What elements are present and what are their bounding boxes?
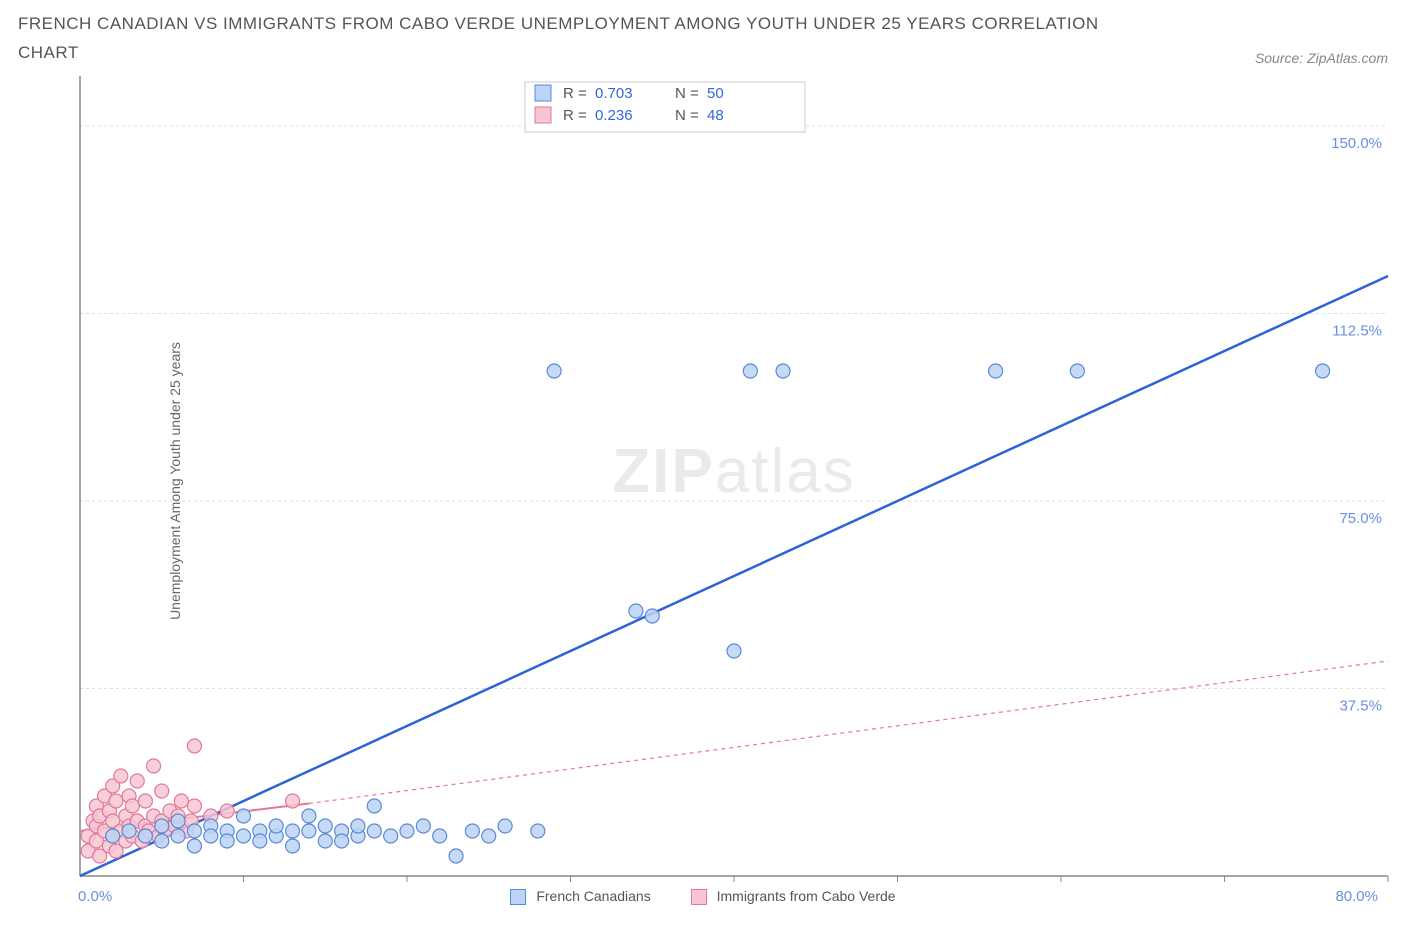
svg-text:0.703: 0.703	[595, 85, 633, 102]
svg-text:37.5%: 37.5%	[1339, 697, 1382, 714]
y-axis-label: Unemployment Among Youth under 25 years	[167, 342, 183, 620]
legend-item-2: Immigrants from Cabo Verde	[691, 888, 896, 905]
svg-text:48: 48	[707, 107, 724, 124]
svg-text:N =: N =	[675, 85, 699, 102]
legend-label-2: Immigrants from Cabo Verde	[717, 888, 896, 904]
chart-source: Source: ZipAtlas.com	[1255, 50, 1388, 68]
svg-text:0.236: 0.236	[595, 107, 633, 124]
legend-label-1: French Canadians	[536, 888, 650, 904]
chart-container: Unemployment Among Youth under 25 years …	[18, 76, 1388, 886]
bottom-legend: 0.0% French Canadians Immigrants from Ca…	[18, 888, 1388, 905]
svg-text:N =: N =	[675, 107, 699, 124]
legend-swatch-1	[510, 889, 526, 905]
svg-text:75.0%: 75.0%	[1339, 510, 1382, 527]
svg-text:R =: R =	[563, 85, 587, 102]
legend-item-1: French Canadians	[510, 888, 650, 905]
svg-text:R =: R =	[563, 107, 587, 124]
svg-text:150.0%: 150.0%	[1331, 135, 1382, 152]
chart-header: FRENCH CANADIAN VS IMMIGRANTS FROM CABO …	[18, 10, 1388, 68]
x-axis-max-label: 80.0%	[1335, 888, 1378, 905]
legend-swatch-2	[691, 889, 707, 905]
x-axis-min-label: 0.0%	[78, 888, 112, 905]
chart-title: FRENCH CANADIAN VS IMMIGRANTS FROM CABO …	[18, 10, 1118, 68]
svg-text:112.5%: 112.5%	[1332, 322, 1382, 339]
svg-text:50: 50	[707, 85, 724, 102]
scatter-chart: 37.5% 75.0% 112.5% 150.0% ZIPatlas R = 0.703 N …	[18, 76, 1398, 886]
svg-text:ZIPatlas: ZIPatlas	[612, 437, 855, 506]
